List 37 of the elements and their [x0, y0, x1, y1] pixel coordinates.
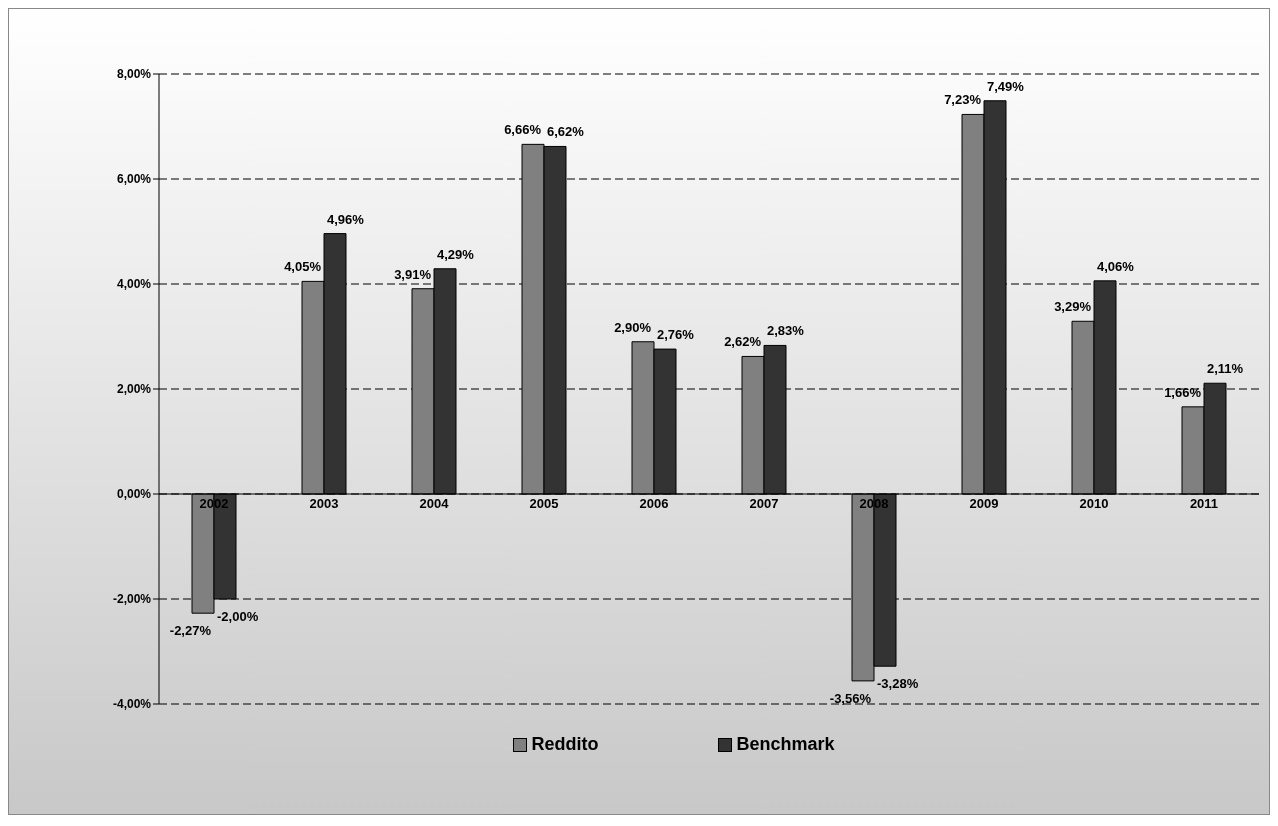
- y-tick-label: -4,00%: [112, 697, 152, 712]
- legend-label: Benchmark: [736, 734, 835, 755]
- y-tick-label: 0,00%: [116, 487, 152, 502]
- x-tick-label: 2011: [1189, 496, 1219, 511]
- data-label: 1,66%: [1164, 384, 1202, 400]
- data-label: 2,11%: [1207, 361, 1244, 377]
- x-tick-label: 2004: [419, 496, 450, 511]
- data-label: 2,90%: [614, 319, 652, 335]
- data-label: 7,49%: [987, 78, 1025, 94]
- data-label: 3,29%: [1054, 299, 1092, 315]
- x-tick-label: 2003: [309, 496, 339, 511]
- data-label: 2,62%: [724, 334, 762, 350]
- data-label: -3,56%: [829, 690, 872, 706]
- y-tick-label: 2,00%: [116, 382, 152, 397]
- data-label: 6,66%: [504, 122, 542, 138]
- x-tick-label: 2006: [639, 496, 669, 511]
- data-label: 7,23%: [944, 92, 982, 108]
- y-tick-label: 8,00%: [116, 67, 152, 82]
- legend-label: Reddito: [531, 734, 599, 755]
- y-tick-label: 6,00%: [116, 172, 152, 187]
- data-label: 4,96%: [327, 211, 365, 227]
- data-label: 4,29%: [437, 246, 475, 262]
- data-label: 3,91%: [394, 266, 432, 282]
- data-label: 6,62%: [547, 124, 585, 140]
- data-label: 4,06%: [1097, 258, 1135, 274]
- data-label: -2,27%: [169, 623, 212, 639]
- y-tick-label: 4,00%: [116, 277, 152, 292]
- x-tick-label: 2010: [1079, 496, 1109, 511]
- x-tick-label: 2007: [749, 496, 779, 511]
- y-tick-label: -2,00%: [112, 592, 152, 607]
- data-label: 4,05%: [284, 259, 322, 275]
- data-label: 2,76%: [657, 327, 695, 343]
- data-label: 2,83%: [767, 323, 805, 339]
- x-tick-label: 2005: [529, 496, 559, 511]
- x-tick-label: 2009: [969, 496, 999, 511]
- data-label: -2,00%: [217, 609, 259, 624]
- data-label: -3,28%: [877, 676, 919, 692]
